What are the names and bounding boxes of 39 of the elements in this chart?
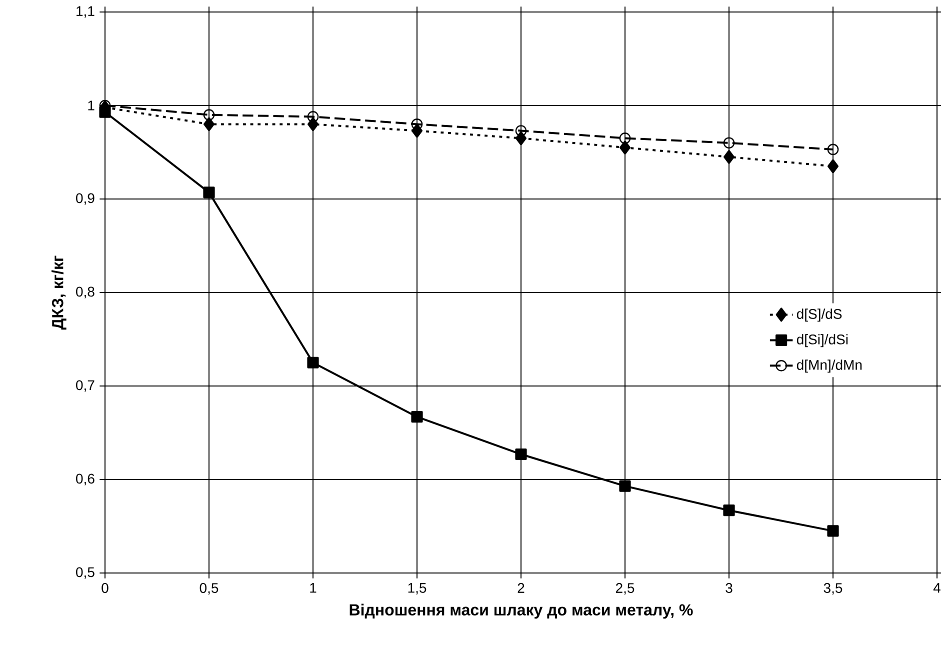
x-tick-label: 3 — [726, 583, 732, 593]
y-tick-label: 0,5 — [76, 567, 94, 579]
point — [724, 150, 735, 164]
legend-label: d[S]/dS — [796, 308, 842, 322]
point — [204, 117, 215, 132]
x-tick-label: 3,5 — [824, 583, 842, 595]
y-tick-label: 0,8 — [76, 286, 94, 298]
x-tick-label: 2,5 — [616, 583, 634, 595]
y-tick-label: 0,9 — [76, 193, 94, 205]
legend-label: d[Mn]/dMn — [796, 360, 862, 373]
point — [203, 109, 215, 121]
y-tick-label: 0,7 — [76, 380, 94, 392]
point — [619, 132, 631, 144]
x-axis-title: Відношення маси шлаку до маси металу, % — [350, 604, 693, 619]
point — [307, 356, 319, 368]
legend-label: d[Si]/dSi — [796, 334, 848, 348]
x-tick-label: 1,5 — [408, 583, 426, 594]
y-tick-label: 1 — [88, 100, 94, 110]
point — [723, 504, 735, 516]
point — [827, 525, 839, 537]
point — [515, 125, 527, 136]
point — [203, 186, 215, 198]
point — [827, 144, 839, 156]
point — [828, 159, 839, 174]
point — [620, 140, 631, 155]
point — [307, 111, 319, 122]
y-tick-label: 1,1 — [76, 6, 94, 18]
y-tick-label: 0,6 — [76, 474, 94, 486]
point — [411, 411, 423, 423]
x-tick-label: 1 — [310, 583, 316, 593]
point — [723, 137, 735, 149]
x-tick-label: 2 — [518, 583, 524, 593]
y-axis-title: ДКЗ, кг/кг — [52, 256, 66, 330]
point — [411, 118, 423, 130]
x-tick-label: 0 — [102, 583, 108, 593]
point — [619, 480, 631, 492]
x-tick-label: 4 — [933, 583, 940, 593]
point — [515, 448, 527, 460]
x-tick-label: 0,5 — [200, 583, 218, 595]
